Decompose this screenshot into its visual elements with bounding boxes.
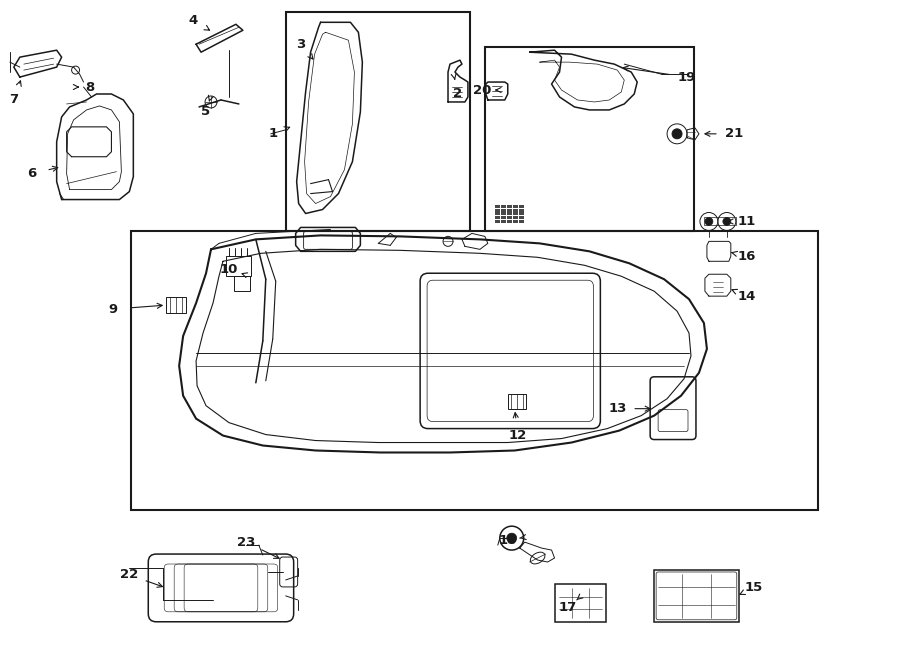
Bar xyxy=(507,217,512,219)
Bar xyxy=(654,570,739,622)
Bar xyxy=(513,204,518,208)
Text: 6: 6 xyxy=(27,167,36,180)
Text: 11: 11 xyxy=(738,215,756,228)
Text: 16: 16 xyxy=(738,250,756,263)
Bar xyxy=(513,221,518,223)
Text: 12: 12 xyxy=(508,429,526,442)
Bar xyxy=(554,584,607,622)
Text: 18: 18 xyxy=(499,533,517,547)
Bar xyxy=(500,208,506,212)
Text: 4: 4 xyxy=(188,14,198,27)
Bar xyxy=(518,217,524,219)
Bar xyxy=(285,13,470,231)
Bar xyxy=(507,208,512,212)
Bar xyxy=(518,204,524,208)
Bar xyxy=(166,297,186,313)
Text: 19: 19 xyxy=(678,71,696,83)
Bar xyxy=(513,208,518,212)
Bar xyxy=(234,276,250,291)
Text: 1: 1 xyxy=(268,128,277,140)
Circle shape xyxy=(705,217,713,225)
Bar xyxy=(513,217,518,219)
Bar xyxy=(495,217,500,219)
Bar xyxy=(518,221,524,223)
Text: 9: 9 xyxy=(109,303,118,315)
Bar xyxy=(704,217,736,225)
Bar xyxy=(495,221,500,223)
Bar xyxy=(518,212,524,215)
Bar xyxy=(507,221,512,223)
Text: 7: 7 xyxy=(9,93,18,106)
Circle shape xyxy=(723,217,731,225)
Bar xyxy=(518,208,524,212)
Text: 23: 23 xyxy=(237,535,255,549)
Bar xyxy=(131,231,818,510)
Text: 22: 22 xyxy=(121,568,139,582)
Bar xyxy=(226,256,251,276)
Text: 8: 8 xyxy=(85,81,94,93)
Text: 17: 17 xyxy=(558,602,577,614)
Text: 14: 14 xyxy=(738,290,756,303)
Text: 5: 5 xyxy=(202,105,211,118)
Text: 20: 20 xyxy=(472,83,491,97)
Bar xyxy=(495,204,500,208)
Bar xyxy=(500,221,506,223)
Bar xyxy=(500,204,506,208)
Bar xyxy=(508,394,526,408)
Text: 15: 15 xyxy=(744,582,763,594)
Bar xyxy=(485,47,694,231)
Circle shape xyxy=(672,129,682,139)
Text: 10: 10 xyxy=(220,263,238,276)
Text: 13: 13 xyxy=(608,402,626,415)
Text: 21: 21 xyxy=(724,128,742,140)
Circle shape xyxy=(507,533,517,543)
Bar xyxy=(495,212,500,215)
Bar xyxy=(513,212,518,215)
Bar xyxy=(507,204,512,208)
Bar xyxy=(495,208,500,212)
Bar xyxy=(507,212,512,215)
Text: 3: 3 xyxy=(296,38,305,51)
Bar xyxy=(500,212,506,215)
Text: 2: 2 xyxy=(454,87,463,100)
Bar xyxy=(500,217,506,219)
